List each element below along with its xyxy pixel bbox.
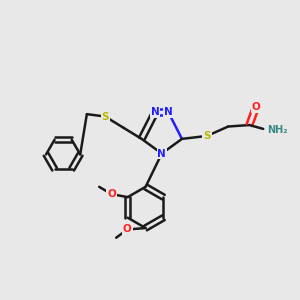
Text: S: S <box>203 131 211 141</box>
Text: N: N <box>158 148 166 158</box>
Text: O: O <box>107 189 116 199</box>
Text: O: O <box>123 224 132 235</box>
Text: O: O <box>251 102 260 112</box>
Text: N: N <box>164 107 173 117</box>
Text: S: S <box>101 112 109 122</box>
Text: N: N <box>151 107 160 117</box>
Text: NH₂: NH₂ <box>268 125 288 135</box>
